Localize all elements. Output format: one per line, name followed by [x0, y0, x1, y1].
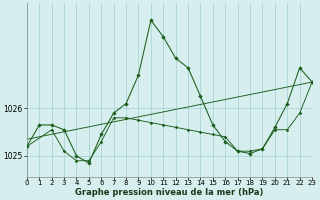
X-axis label: Graphe pression niveau de la mer (hPa): Graphe pression niveau de la mer (hPa) [75, 188, 264, 197]
